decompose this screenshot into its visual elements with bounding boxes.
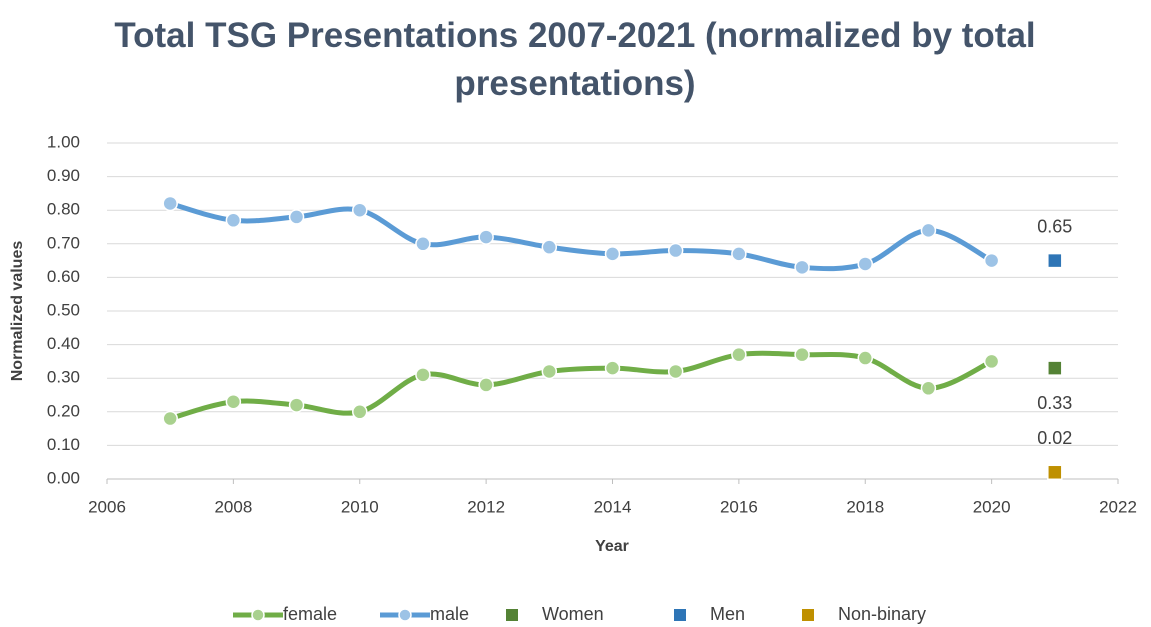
point [415, 367, 431, 383]
y-tick-label: 1.00 [47, 132, 80, 151]
point [352, 404, 368, 420]
x-tick-label: 2014 [594, 497, 632, 516]
point [604, 360, 621, 376]
point [731, 346, 747, 363]
legend-marker [674, 609, 686, 621]
legend-marker [398, 608, 412, 622]
x-tick-label: 2006 [88, 497, 126, 516]
legend-label: female [283, 604, 337, 624]
x-tick-label: 2012 [467, 497, 505, 516]
legend-label: Women [542, 604, 604, 624]
point [731, 246, 747, 262]
y-axis-label: Normalized values [9, 241, 26, 382]
x-tick-label: 2020 [973, 497, 1011, 516]
y-tick-label: 0.30 [47, 368, 80, 387]
point [794, 346, 810, 363]
data-label: 0.33 [1037, 393, 1072, 413]
point [415, 236, 431, 252]
data-label: 0.02 [1037, 428, 1072, 448]
y-tick-label: 0.00 [47, 468, 80, 487]
x-tick-label: 2016 [720, 497, 758, 516]
x-tick-label: 2008 [214, 497, 252, 516]
point [857, 256, 873, 272]
chart-title: Total TSG Presentations 2007-2021 (norma… [114, 16, 1036, 103]
point [667, 363, 684, 380]
point [225, 393, 242, 410]
point [1047, 360, 1063, 376]
y-tick-label: 0.10 [47, 435, 80, 454]
point [857, 350, 873, 366]
point [352, 202, 368, 218]
point [604, 246, 621, 262]
point [541, 363, 558, 380]
x-tick-label: 2018 [846, 497, 884, 516]
y-tick-label: 0.80 [47, 200, 80, 219]
point [920, 380, 937, 397]
y-tick-label: 0.60 [47, 267, 80, 286]
legend-label: male [430, 604, 469, 624]
x-tick-label: 2022 [1099, 497, 1137, 516]
point [541, 239, 558, 255]
point [478, 377, 494, 393]
point [983, 353, 1000, 370]
point [162, 410, 178, 427]
data-label: 0.65 [1037, 216, 1072, 236]
legend-marker [802, 609, 814, 621]
y-tick-label: 0.20 [47, 401, 80, 420]
point [288, 209, 305, 225]
point [983, 252, 1000, 269]
x-axis-label: Year [595, 538, 629, 555]
point [920, 222, 937, 239]
x-tick-label: 2010 [341, 497, 379, 516]
y-tick-label: 0.90 [47, 166, 80, 185]
y-tick-label: 0.70 [47, 233, 80, 252]
point [478, 229, 494, 245]
point [667, 242, 684, 259]
legend-label: Men [710, 604, 745, 624]
point [794, 259, 810, 276]
y-tick-label: 0.50 [47, 300, 80, 319]
y-tick-label: 0.40 [47, 334, 80, 353]
legend-marker [506, 609, 518, 621]
legend-label: Non-binary [838, 604, 926, 624]
point [288, 397, 305, 413]
legend-marker [251, 608, 265, 622]
point [225, 212, 242, 229]
point [162, 195, 178, 212]
point [1047, 252, 1063, 269]
point [1047, 464, 1063, 481]
